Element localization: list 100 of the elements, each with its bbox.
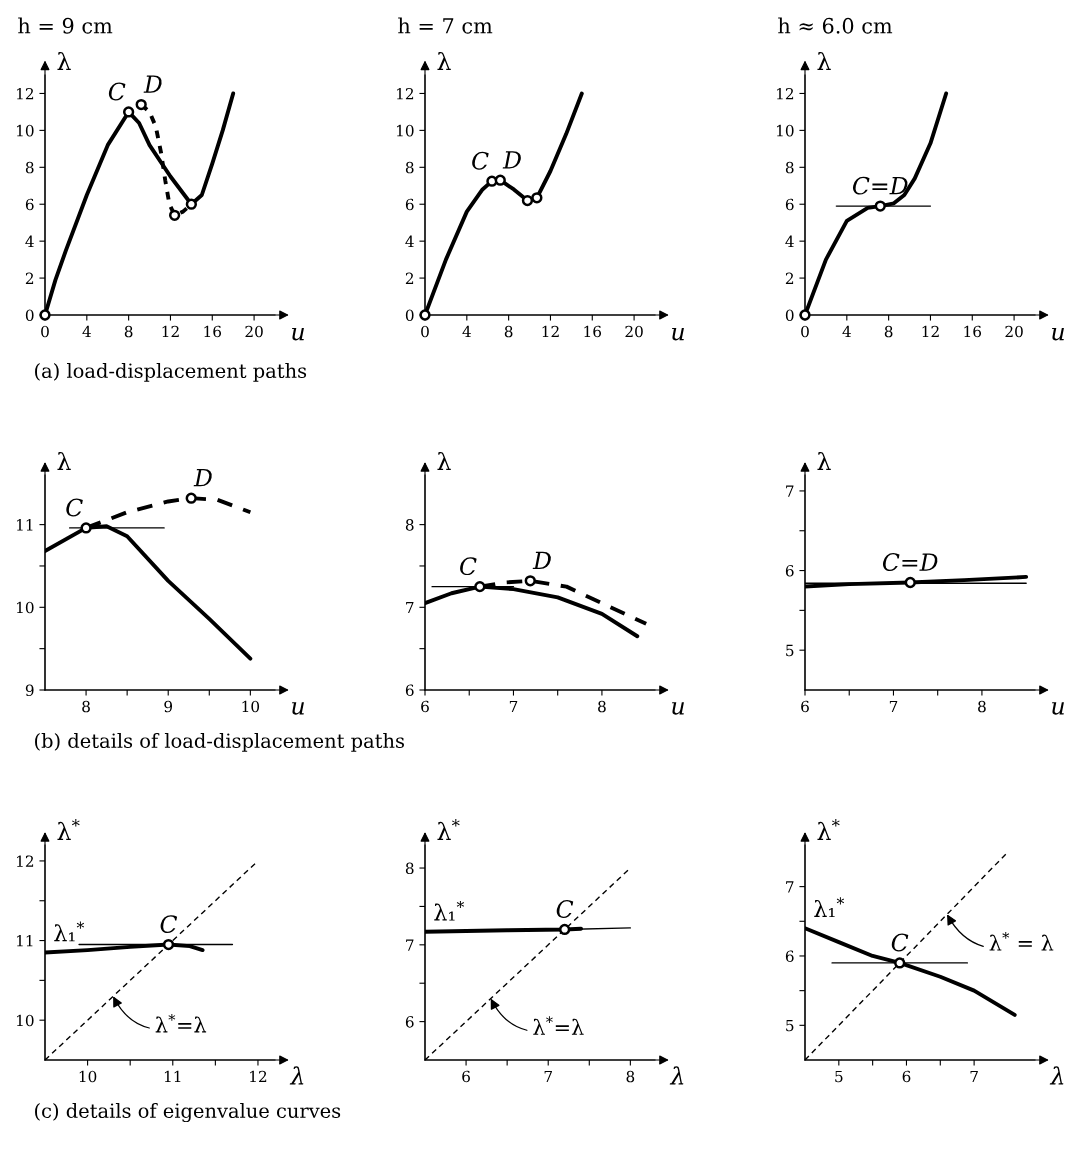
x-tick-label: 4	[462, 325, 471, 338]
x-tick-label: 6	[902, 1070, 911, 1083]
y-tick-label: 10	[777, 124, 794, 137]
y-tick-label: 9	[25, 684, 34, 697]
x-tick-label: 4	[842, 325, 851, 338]
x-tick-label: 20	[625, 325, 643, 338]
y-tick-label: 8	[25, 161, 34, 174]
y-tick-label: 7	[786, 485, 794, 497]
text: (c) details of eigenvalue curves	[35, 1103, 341, 1123]
x-tick-label: 8	[626, 1070, 635, 1083]
data-label: D	[502, 151, 521, 169]
x-axis-title: λ	[289, 1066, 304, 1085]
data-label: C	[160, 915, 178, 934]
x-axis-title: u	[672, 702, 684, 715]
legend-label: λ₁$^{*}$	[54, 921, 85, 942]
y-tick-label: 6	[25, 198, 34, 211]
y-tick-label: 11	[17, 935, 33, 947]
y-tick-label: 7	[406, 601, 414, 614]
data-label: C	[556, 900, 574, 918]
y-tick-label: 8	[405, 519, 414, 531]
x-tick-label: 7	[509, 700, 518, 713]
y-tick-label: 12	[17, 87, 34, 100]
x-tick-label: 11	[164, 1070, 181, 1083]
y-tick-label: 6	[785, 950, 794, 962]
y-tick-label: 10	[397, 124, 414, 137]
data-label: C	[891, 933, 909, 952]
y-tick-label: 7	[406, 939, 414, 951]
x-tick-label: 16	[204, 325, 222, 338]
x-tick-label: 7	[544, 1070, 552, 1083]
x-tick-label: 0	[41, 325, 49, 338]
y-tick-label: 0	[405, 309, 414, 322]
text: (a) load-displacement paths	[35, 363, 307, 382]
x-tick-label: 16	[584, 325, 602, 338]
y-tick-label: 8	[785, 161, 794, 174]
data-label: C=D	[882, 553, 938, 571]
x-tick-label: 16	[964, 325, 982, 338]
data-label: D	[532, 551, 551, 569]
x-tick-label: 6	[421, 700, 429, 713]
x-tick-label: 7	[970, 1070, 978, 1083]
x-axis-title: u	[1052, 327, 1064, 341]
y-tick-label: 2	[785, 272, 794, 284]
data-label: D	[143, 75, 162, 93]
x-tick-label: 7	[889, 700, 898, 713]
y-tick-label: 6	[405, 1016, 414, 1028]
y-axis-title: λ	[437, 452, 451, 471]
y-tick-label: 12	[17, 855, 34, 867]
data-label: C	[66, 498, 83, 517]
y-tick-label: 6	[785, 198, 794, 211]
x-tick-label: 5	[835, 1070, 843, 1083]
x-tick-label: 8	[504, 325, 513, 338]
chart-title: h = 9 cm	[18, 17, 113, 34]
chart-title: h = 7 cm	[398, 17, 493, 34]
y-axis-title: λ$^{*}$	[817, 819, 840, 840]
x-tick-label: 4	[82, 325, 91, 338]
x-tick-label: 8	[978, 700, 986, 713]
y-tick-label: 2	[405, 272, 414, 284]
y-tick-label: 0	[25, 309, 34, 322]
x-tick-label: 10	[79, 1070, 97, 1083]
y-axis-title: λ$^{*}$	[437, 819, 460, 840]
data-label: C	[460, 557, 477, 576]
data-label: C=D	[852, 176, 908, 195]
x-axis-title: u	[1052, 702, 1064, 715]
x-tick-label: 12	[922, 325, 939, 338]
y-tick-label: 11	[17, 519, 33, 531]
y-tick-label: 2	[25, 272, 34, 284]
y-tick-label: 4	[785, 235, 794, 247]
y-tick-label: 5	[786, 644, 794, 657]
y-axis-title: λ	[817, 52, 831, 71]
x-tick-label: 8	[598, 700, 606, 713]
series-label: λ₁$^{*}$	[434, 900, 465, 921]
annotation: λ$^{*}$ = λ	[989, 932, 1054, 951]
y-tick-label: 6	[405, 198, 414, 211]
annotation: λ$^{*}$=λ	[533, 1016, 584, 1035]
y-tick-label: 4	[25, 235, 34, 247]
y-tick-label: 4	[405, 235, 414, 247]
x-axis-title: u	[292, 702, 304, 715]
x-tick-label: 12	[250, 1070, 267, 1083]
x-axis-title: u	[292, 327, 304, 341]
data-label: C	[472, 151, 489, 170]
x-tick-label: 10	[242, 700, 260, 713]
x-tick-label: 12	[162, 325, 179, 338]
x-tick-label: 8	[82, 700, 90, 713]
y-axis-title: λ$^{*}$	[57, 819, 80, 840]
x-tick-label: 12	[542, 325, 559, 338]
y-tick-label: 12	[777, 87, 794, 100]
y-tick-label: 10	[17, 124, 34, 137]
y-tick-label: 6	[405, 684, 414, 697]
y-axis-title: λ	[437, 52, 451, 71]
y-tick-label: 0	[785, 309, 794, 322]
x-axis-title: λ	[1049, 1066, 1064, 1085]
y-axis-title: λ	[57, 52, 71, 71]
data-label: C	[108, 82, 126, 101]
x-tick-label: 9	[164, 700, 173, 713]
x-tick-label: 6	[462, 1070, 470, 1083]
x-tick-label: 6	[801, 700, 809, 713]
y-tick-label: 8	[405, 862, 414, 875]
y-tick-label: 8	[405, 161, 414, 174]
x-tick-label: 0	[421, 325, 429, 338]
y-tick-label: 7	[786, 881, 794, 893]
x-tick-label: 0	[801, 325, 809, 338]
